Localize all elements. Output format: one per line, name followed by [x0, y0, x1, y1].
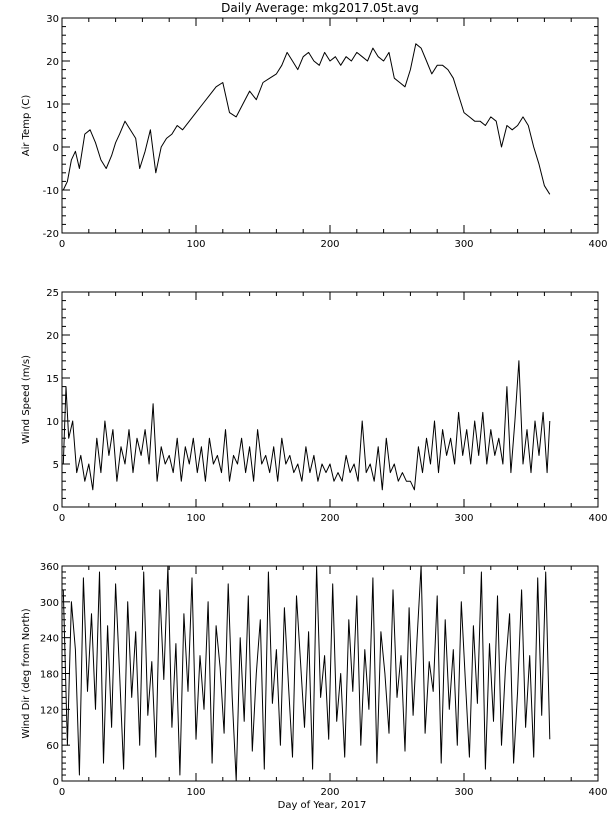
air-temp-series-line: [62, 43, 551, 195]
wind-dir-y-tick-label: 300: [40, 598, 59, 609]
wind-dir-y-tick-label: 60: [46, 741, 59, 752]
air-temp-y-axis-label: Air Temp (C): [21, 95, 32, 157]
wind-speed-panel: 0 100 200 300 400 0 5 10 15 20 25 Wind Speed (m/s): [21, 288, 608, 524]
air-temp-x-tick-label: 300: [454, 239, 473, 250]
wind-dir-panel: 0 100 200 300 400 0 60 120 180 240 300 360 Wind Dir …: [21, 562, 608, 811]
air-temp-x-tick-label: 400: [588, 239, 607, 250]
wind-speed-x-tick-label: 400: [588, 513, 607, 524]
wind-speed-x-tick-label: 200: [320, 513, 339, 524]
air-temp-y-tick-label: -10: [43, 186, 59, 197]
wind-dir-x-tick-label: 0: [59, 787, 65, 798]
wind-dir-y-tick-label: 240: [40, 634, 59, 645]
air-temp-y-tick-label: 30: [46, 14, 59, 25]
wind-speed-x-tick-label: 300: [454, 513, 473, 524]
air-temp-x-tick-label: 0: [59, 239, 65, 250]
wind-dir-y-tick-label: 0: [53, 777, 59, 788]
wind-dir-y-axis-label: Wind Dir (deg from North): [21, 608, 32, 738]
wind-speed-plot-frame: [61, 291, 599, 508]
wind-speed-y-tick-label: 20: [46, 331, 59, 342]
wind-speed-series-line: [62, 360, 551, 491]
wind-dir-y-tick-label: 120: [40, 705, 59, 716]
wind-dir-x-tick-label: 200: [320, 787, 339, 798]
air-temp-y-tick-label: 0: [53, 143, 59, 154]
wind-dir-y-tick-label: 180: [40, 670, 59, 681]
wind-speed-y-tick-label: 5: [53, 460, 59, 471]
wind-dir-x-axis-label: Day of Year, 2017: [278, 800, 367, 811]
wind-dir-y-tick-label: 360: [40, 562, 59, 573]
wind-speed-y-tick-label: 15: [46, 374, 59, 385]
air-temp-x-tick-label: 200: [320, 239, 339, 250]
wind-speed-y-axis-label: Wind Speed (m/s): [21, 355, 32, 444]
wind-speed-x-tick-label: 100: [186, 513, 205, 524]
air-temp-y-tick-label: 10: [46, 100, 59, 111]
wind-dir-series-line: [62, 565, 551, 782]
wind-dir-x-tick-label: 100: [186, 787, 205, 798]
wind-speed-x-tick-label: 0: [59, 513, 65, 524]
air-temp-y-tick-label: -20: [43, 229, 59, 240]
air-temp-panel: 0 100 200 300 400 -20 -10 0 10 20 30 Air Temp (C): [21, 14, 608, 250]
chart-title: Daily Average: mkg2017.05t.avg: [221, 1, 419, 15]
wind-speed-y-tick-label: 10: [46, 417, 59, 428]
wind-speed-y-tick-label: 0: [53, 503, 59, 514]
air-temp-y-tick-label: 20: [46, 57, 59, 68]
wind-dir-x-tick-label: 400: [588, 787, 607, 798]
wind-speed-y-tick-label: 25: [46, 288, 59, 299]
wind-dir-x-tick-label: 300: [454, 787, 473, 798]
air-temp-x-tick-label: 100: [186, 239, 205, 250]
